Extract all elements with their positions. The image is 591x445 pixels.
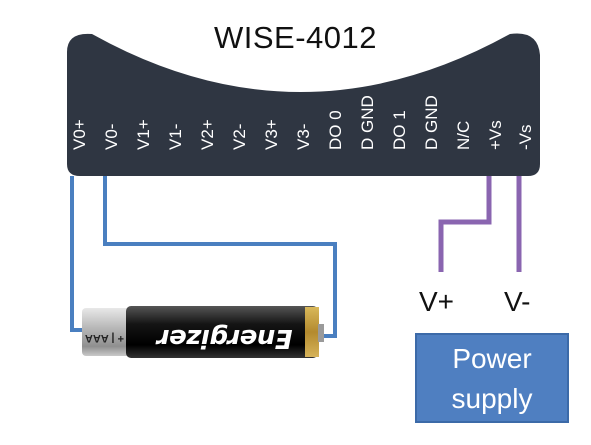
battery-size-label: + | AAA	[84, 332, 124, 344]
battery-cap	[82, 308, 130, 356]
battery-brand-label: Energizer	[157, 323, 293, 353]
power-supply-line2: supply	[451, 383, 533, 414]
device-body	[67, 33, 540, 177]
battery-body	[126, 306, 318, 358]
wire-v0-minus	[103, 176, 337, 338]
battery-band	[305, 307, 319, 357]
battery-terminal	[318, 324, 324, 342]
battery	[82, 306, 324, 358]
power-supply-line1: Power	[452, 343, 532, 374]
v-plus-label: V+	[419, 286, 455, 317]
device-title: WISE-4012	[213, 20, 377, 55]
wire-plus-vs	[438, 176, 492, 272]
power-supply-box: Power supply	[415, 333, 569, 423]
v-minus-label: V-	[504, 286, 531, 317]
wire-v0-plus	[70, 176, 82, 332]
